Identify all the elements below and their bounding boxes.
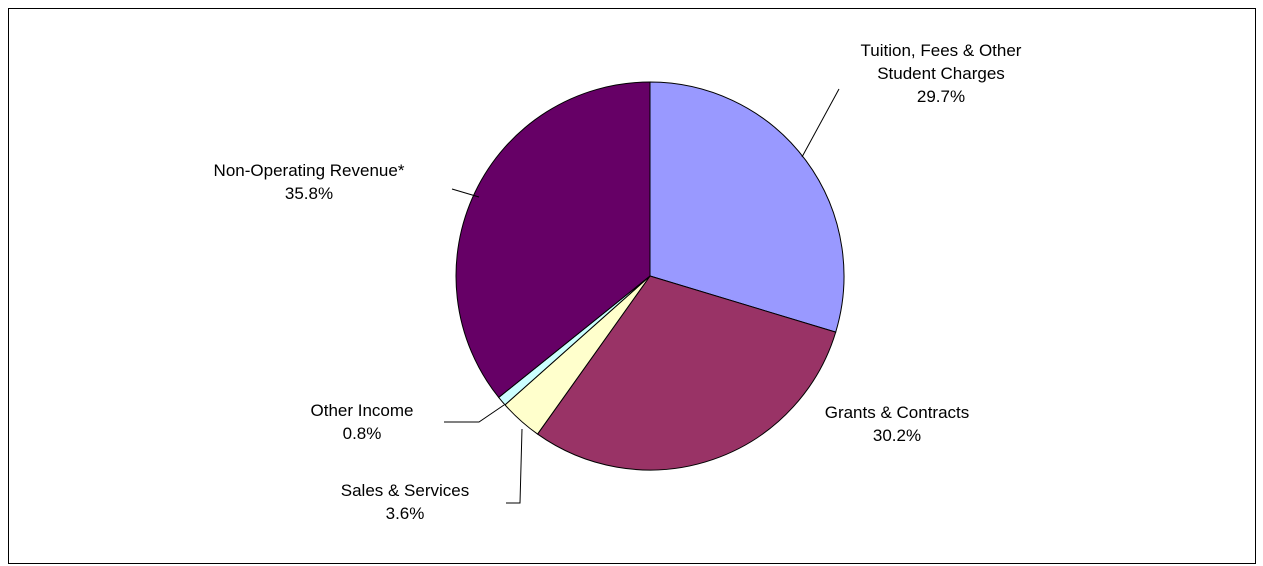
slice-value-sales: 3.6% [385,504,425,523]
leader-line-non-operating [451,188,480,198]
slice-value-other-income: 0.8% [342,424,382,443]
slice-label-tuition-line1: Tuition, Fees & Other [860,41,1022,60]
slice-label-non-operating-line1: Non-Operating Revenue* [213,161,405,180]
pie-slices [455,81,845,471]
slice-label-other-income: Other Income 0.8% [302,399,422,445]
slice-label-non-operating: Non-Operating Revenue* 35.8% [169,159,449,205]
slice-label-sales-line1: Sales & Services [340,481,470,500]
slice-label-sales: Sales & Services 3.6% [325,479,485,525]
slice-label-grants-line1: Grants & Contracts [824,403,970,422]
slice-label-other-income-line1: Other Income [310,401,414,420]
leader-lines [444,88,840,504]
leader-line-sales [506,428,523,504]
pie-slice-tuition [649,81,845,333]
slice-label-grants: Grants & Contracts 30.2% [797,401,997,447]
slice-value-tuition: 29.7% [916,87,966,106]
slice-label-tuition: Tuition, Fees & Other Student Charges 29… [826,39,1056,108]
pie-slice-non-operating [455,81,651,399]
leader-line-tuition [801,88,840,158]
slice-value-non-operating: 35.8% [284,184,334,203]
pie-chart [444,81,845,504]
pie-slice-grants [536,275,837,471]
chart-frame: Tuition, Fees & Other Student Charges 29… [8,8,1256,564]
slice-value-grants: 30.2% [872,426,922,445]
leader-line-other-income [444,404,505,423]
slice-label-tuition-line2: Student Charges [877,64,1005,83]
